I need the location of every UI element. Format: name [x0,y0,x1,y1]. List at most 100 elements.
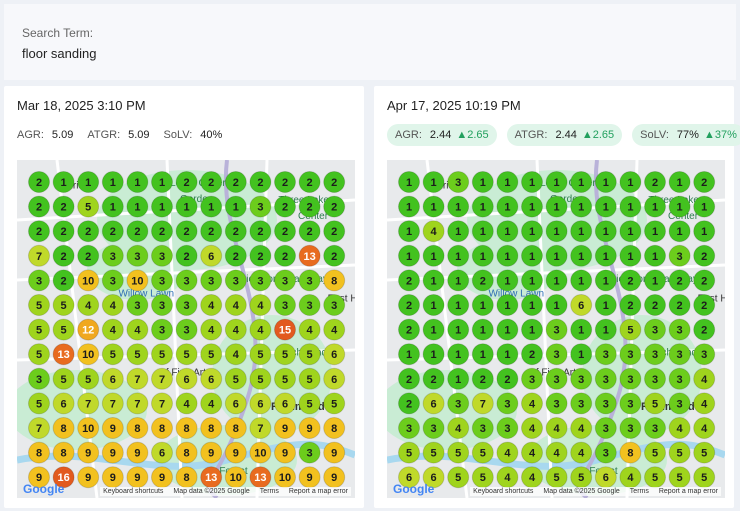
rank-dot[interactable]: 1 [521,171,543,193]
rank-dot[interactable]: 3 [668,343,691,366]
rank-dot[interactable]: 3 [471,417,494,439]
rank-dot[interactable]: 5 [398,441,420,464]
rank-dot[interactable]: 16 [52,466,75,489]
rank-dot[interactable]: 3 [545,367,568,390]
rank-dot[interactable]: 6 [101,367,124,390]
rank-dot[interactable]: 2 [151,220,173,243]
rank-dot[interactable]: 1 [545,171,568,193]
rank-dot[interactable]: 6 [323,343,346,366]
rank-dot[interactable]: 7 [126,367,149,390]
rank-dot[interactable]: 5 [52,367,75,390]
rank-dot[interactable]: 1 [422,195,445,218]
rank-dot[interactable]: 2 [224,171,247,193]
rank-dot[interactable]: 9 [323,441,346,464]
rank-dot[interactable]: 1 [521,269,543,292]
rank-dot[interactable]: 1 [77,171,100,193]
rank-dot[interactable]: 4 [496,466,519,489]
rank-dot[interactable]: 12 [77,318,100,341]
rank-dot[interactable]: 1 [545,244,568,267]
rank-dot[interactable]: 9 [126,441,149,464]
rank-dot[interactable]: 13 [298,244,321,267]
rank-dot[interactable]: 1 [422,171,445,193]
rank-dot[interactable]: 3 [619,367,642,390]
rank-dot[interactable]: 6 [175,367,198,390]
google-logo[interactable]: Google [393,482,435,496]
rank-dot[interactable]: 1 [496,195,519,218]
rank-dot[interactable]: 3 [224,269,247,292]
rank-dot[interactable]: 2 [693,294,716,316]
rank-dot[interactable]: 5 [101,343,124,366]
rank-dot[interactable]: 4 [101,294,124,316]
rank-dot[interactable]: 1 [471,220,494,243]
rank-dot[interactable]: 4 [447,417,470,439]
rank-dot[interactable]: 1 [151,171,173,193]
rank-dot[interactable]: 1 [619,171,642,193]
rank-dot[interactable]: 5 [77,367,100,390]
rank-dot[interactable]: 2 [28,220,50,243]
rank-dot[interactable]: 1 [594,220,617,243]
rank-dot[interactable]: 2 [298,195,321,218]
rank-dot[interactable]: 3 [545,343,568,366]
rank-dot[interactable]: 4 [545,441,568,464]
rank-dot[interactable]: 3 [570,367,593,390]
rank-dot[interactable]: 1 [471,195,494,218]
rank-dot[interactable]: 4 [249,294,272,316]
rank-dot[interactable]: 1 [126,195,149,218]
rank-dot[interactable]: 2 [77,220,100,243]
rank-dot[interactable]: 2 [298,171,321,193]
rank-dot[interactable]: 6 [274,392,296,415]
rank-dot[interactable]: 4 [521,466,543,489]
rank-dot[interactable]: 7 [28,417,50,439]
rank-dot[interactable]: 9 [77,441,100,464]
rank-dot[interactable]: 5 [28,294,50,316]
rank-dot[interactable]: 3 [398,417,420,439]
rank-dot[interactable]: 1 [521,220,543,243]
rank-dot[interactable]: 4 [521,417,543,439]
rank-dot[interactable]: 2 [52,244,75,267]
rank-dot[interactable]: 8 [323,269,346,292]
rank-dot[interactable]: 6 [200,244,223,267]
rank-dot[interactable]: 2 [52,195,75,218]
rank-dot[interactable]: 1 [644,244,666,267]
rank-dot[interactable]: 5 [644,392,666,415]
rank-dot[interactable]: 8 [28,441,50,464]
rank-dot[interactable]: 10 [126,269,149,292]
rank-dot[interactable]: 1 [447,343,470,366]
rank-dot[interactable]: 1 [521,318,543,341]
rank-dot[interactable]: 1 [398,244,420,267]
rank-dot[interactable]: 7 [126,392,149,415]
rank-dot[interactable]: 1 [101,171,124,193]
rank-dot[interactable]: 5 [274,343,296,366]
rank-dot[interactable]: 1 [570,220,593,243]
rank-dot[interactable]: 8 [52,441,75,464]
rank-dot[interactable]: 2 [249,171,272,193]
rank-dot[interactable]: 3 [594,343,617,366]
rank-dot[interactable]: 3 [28,367,50,390]
rank-dot[interactable]: 1 [52,171,75,193]
rank-dot[interactable]: 3 [249,269,272,292]
rank-dot[interactable]: 1 [422,244,445,267]
rank-dot[interactable]: 3 [274,269,296,292]
rank-dot[interactable]: 4 [570,417,593,439]
rank-dot[interactable]: 1 [594,269,617,292]
rank-dot[interactable]: 4 [224,294,247,316]
rank-dot[interactable]: 2 [323,195,346,218]
rank-dot[interactable]: 2 [398,318,420,341]
rank-dot[interactable]: 1 [496,220,519,243]
rank-dot[interactable]: 10 [77,269,100,292]
rank-dot[interactable]: 4 [619,466,642,489]
rank-dot[interactable]: 1 [151,195,173,218]
rank-dot[interactable]: 6 [570,294,593,316]
rank-dot[interactable]: 4 [693,417,716,439]
rank-dot[interactable]: 6 [323,367,346,390]
rank-dot[interactable]: 4 [545,417,568,439]
rank-dot[interactable]: 1 [496,244,519,267]
rank-dot[interactable]: 3 [298,294,321,316]
rank-dot[interactable]: 3 [668,367,691,390]
rank-dot[interactable]: 3 [644,318,666,341]
rank-dot[interactable]: 8 [175,417,198,439]
rank-dot[interactable]: 1 [570,171,593,193]
rank-dot[interactable]: 3 [298,441,321,464]
rank-dot[interactable]: 1 [570,244,593,267]
rank-dot[interactable]: 3 [619,417,642,439]
